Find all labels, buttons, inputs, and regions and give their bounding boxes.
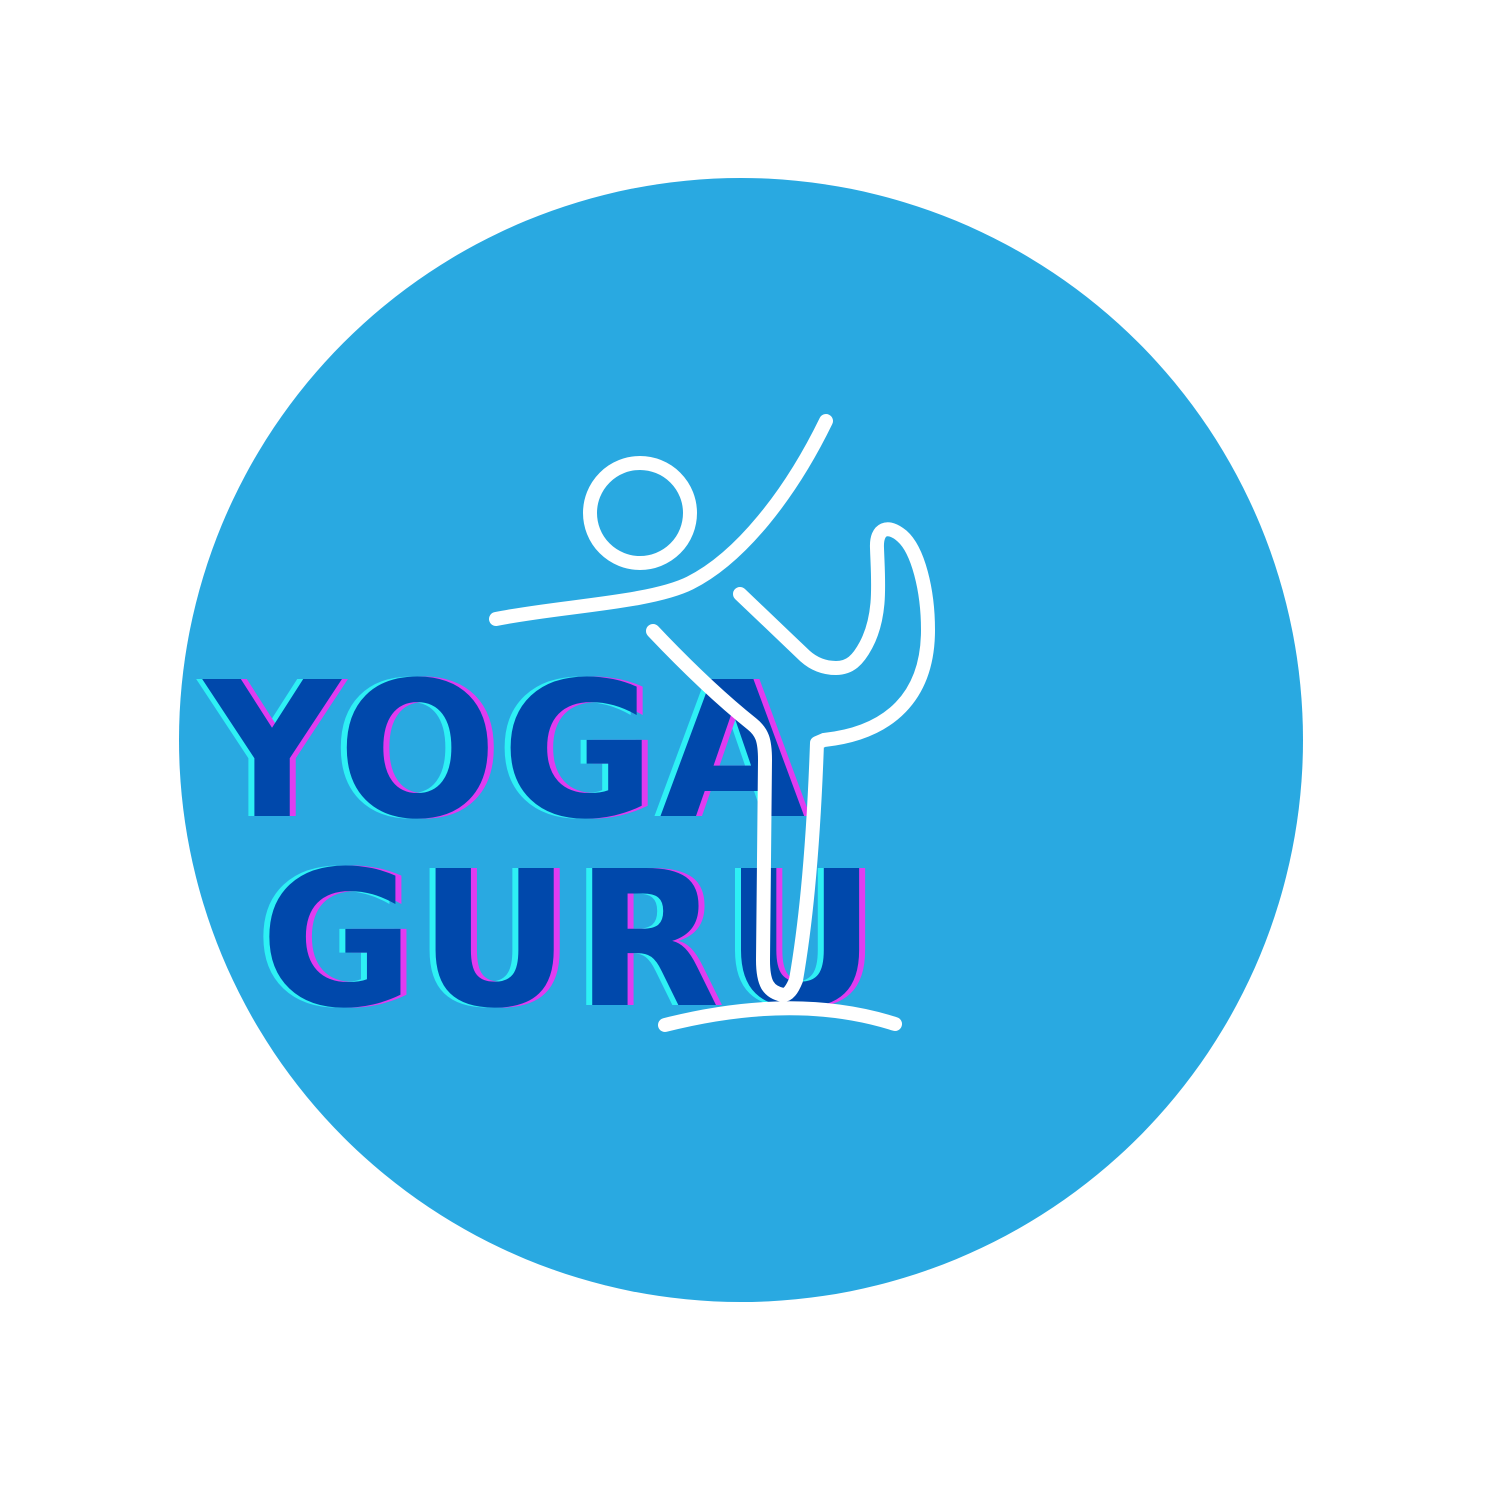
figure-torso-left <box>646 624 790 1002</box>
figure-leg-loop <box>733 522 935 1002</box>
figure-head <box>583 456 697 570</box>
figure-raised-arm <box>489 414 833 626</box>
wordmark-line-2-text: GURU <box>260 831 880 1050</box>
wordmark-line-1: YOGA YOGA YOGA <box>196 642 815 861</box>
wordmark-line-2: GURU GURU GURU <box>254 831 882 1050</box>
figure-ground <box>658 1001 902 1032</box>
yoga-figure-icon <box>489 414 935 1032</box>
background-circle <box>179 178 1303 1302</box>
wordmark-line-1-text: YOGA <box>202 642 809 861</box>
wordmark-line-1-shadow-magenta: YOGA <box>208 642 815 861</box>
